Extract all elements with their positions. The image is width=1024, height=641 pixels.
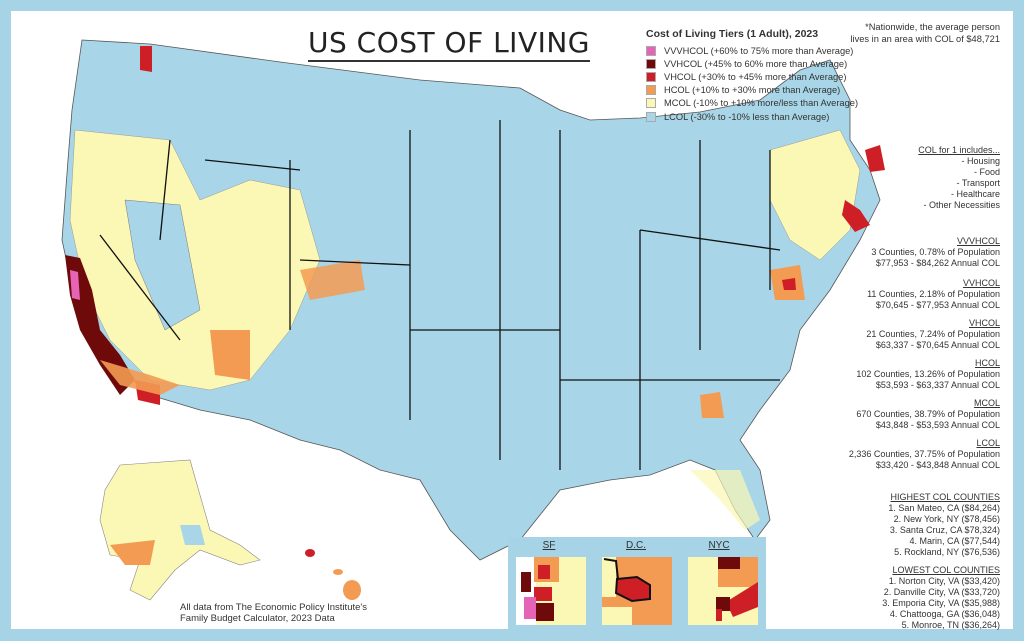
swatch [646, 71, 656, 82]
contiguous-us-shape [61, 39, 881, 561]
sf-bay-vvvhcol [70, 270, 80, 300]
socal-hcol [100, 360, 180, 395]
swatch [646, 58, 656, 69]
nyc-vhcol [842, 200, 870, 232]
legend-item-hcol: HCOL (+10% to +30% more than Average) [646, 84, 858, 97]
highest-col-counties: HIGHEST COL COUNTIES 1. San Mateo, CA ($… [888, 492, 1000, 557]
nevada-lcol [124, 199, 201, 331]
inset-label-nyc: NYC [708, 540, 730, 551]
inset-nyc [688, 557, 758, 625]
legend-title: Cost of Living Tiers (1 Adult), 2023 [646, 28, 819, 40]
hawaii-big-island [343, 580, 361, 600]
legend-item-vvhcol: VVHCOL (+45% to 60% more than Average) [646, 57, 858, 70]
atlanta-hcol [700, 392, 724, 418]
inset-dc [602, 557, 672, 625]
metro-insets: SF D.C. NYC [508, 537, 766, 629]
col-includes: COL for 1 includes... - Housing - Food -… [918, 145, 1000, 210]
page-title: US COST OF LIVING [308, 28, 590, 62]
california-coast-high [65, 255, 135, 395]
tier-vvvhcol: VVVHCOL 3 Counties, 0.78% of Population … [871, 236, 1000, 268]
arizona-hcol [210, 330, 250, 380]
tier-mcol: MCOL 670 Counties, 38.79% of Population … [856, 398, 1000, 430]
swatch [646, 111, 656, 122]
alaska-shape [99, 459, 261, 601]
nationwide-note: *Nationwide, the average person lives in… [850, 22, 1000, 44]
swatch [646, 98, 656, 109]
lowest-col-counties: LOWEST COL COUNTIES 1. Norton City, VA (… [882, 565, 1000, 630]
swatch [646, 85, 656, 96]
inset-sf [516, 557, 586, 625]
alaska-hcol [110, 540, 155, 565]
data-source: All data from The Economic Policy Instit… [180, 602, 367, 624]
legend-item-vhcol: VHCOL (+30% to +45% more than Average) [646, 70, 858, 83]
hawaii-oahu [305, 549, 315, 557]
tier-hcol: HCOL 102 Counties, 13.26% of Population … [856, 358, 1000, 390]
dc-vhcol [782, 278, 796, 290]
seattle-vhcol [140, 46, 152, 72]
inset-label-dc: D.C. [626, 540, 646, 551]
colorado-hcol [300, 260, 365, 300]
tier-vhcol: VHCOL 21 Counties, 7.24% of Population $… [866, 318, 1000, 350]
legend: Cost of Living Tiers (1 Adult), 2023 VVV… [646, 28, 858, 123]
swatch [646, 45, 656, 56]
legend-item-mcol: MCOL (-10% to +10% more/less than Averag… [646, 97, 858, 110]
boston-vhcol [865, 145, 885, 172]
legend-item-vvvhcol: VVVHCOL (+60% to 75% more than Average) [646, 44, 858, 57]
hawaii-maui [333, 569, 343, 575]
tier-vvhcol: VVHCOL 11 Counties, 2.18% of Population … [867, 278, 1000, 310]
florida-mcol [690, 470, 760, 530]
legend-item-lcol: LCOL (-30% to -10% less than Average) [646, 110, 858, 123]
alaska-lcol [180, 525, 205, 545]
inset-label-sf: SF [542, 540, 556, 551]
tier-lcol: LCOL 2,336 Counties, 37.75% of Populatio… [848, 438, 1000, 470]
northeast-mcol-region [769, 129, 861, 261]
state-borders [99, 120, 781, 470]
